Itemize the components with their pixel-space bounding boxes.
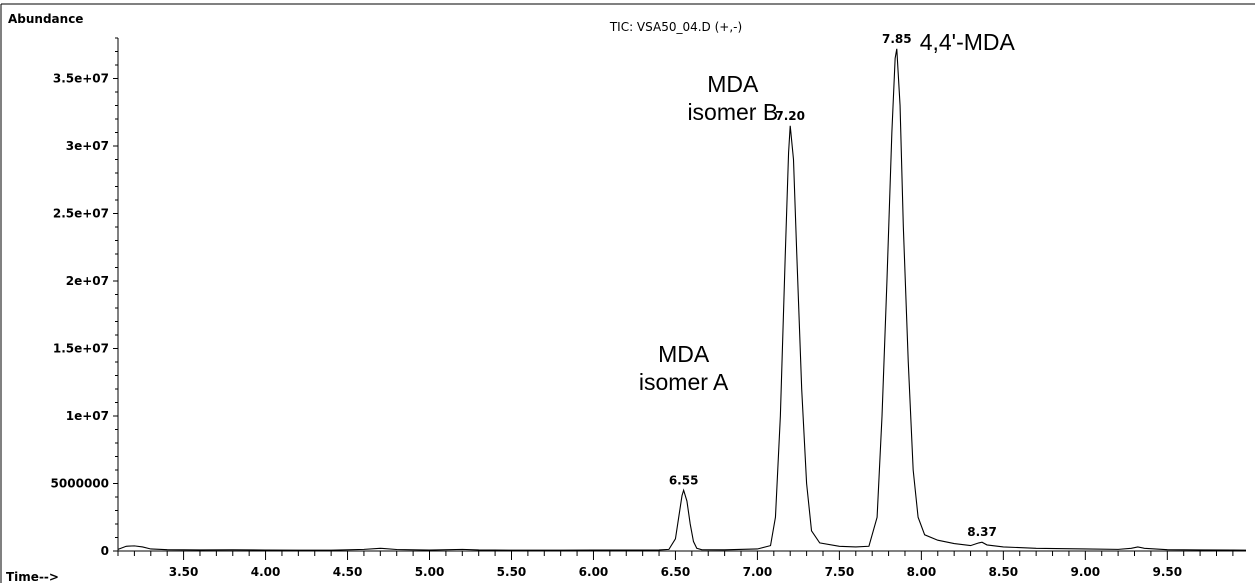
x-tick-label: 9.00 <box>1071 565 1101 579</box>
y-axis-label: Abundance <box>8 12 83 26</box>
y-tick-label: 3.5e+07 <box>53 72 109 86</box>
y-tick-label: 1e+07 <box>66 409 109 423</box>
x-tick-label: 4.00 <box>251 565 281 579</box>
peak-label: 8.37 <box>967 525 997 539</box>
x-tick-label: 6.00 <box>579 565 609 579</box>
peak-annotation: MDA <box>658 341 710 367</box>
peak-annotation: isomer B <box>687 99 778 125</box>
peak-annotation: isomer A <box>639 369 729 395</box>
y-tick-label: 1.5e+07 <box>53 342 109 356</box>
x-tick-label: 3.50 <box>169 565 199 579</box>
x-tick-label: 8.00 <box>907 565 937 579</box>
x-tick-label: 5.00 <box>415 565 445 579</box>
series-line-0 <box>117 48 1247 551</box>
peak-label: 7.20 <box>775 109 805 123</box>
y-tick-label: 5000000 <box>51 477 109 491</box>
peak-label: 6.55 <box>669 473 699 487</box>
axes-group: 0 5000000 1e+07 1.5e+07 2e+07 2.5e+07 3e+07 3.5… <box>51 37 1246 579</box>
x-tick-label: 7.00 <box>743 565 773 579</box>
peak-annotation: 4,4'-MDA <box>920 29 1016 55</box>
x-tick-label: 9.50 <box>1152 565 1182 579</box>
peak-annotation: MDA <box>707 71 759 97</box>
y-tick-label: 3e+07 <box>66 139 109 153</box>
y-tick-label: 2e+07 <box>66 274 109 288</box>
x-axis-label: Time--> <box>6 570 59 583</box>
y-tick-label: 2.5e+07 <box>53 207 109 221</box>
x-tick-label: 5.50 <box>497 565 527 579</box>
plot-area <box>117 48 1247 551</box>
x-tick-label: 7.50 <box>825 565 855 579</box>
peak-label: 7.85 <box>882 32 912 46</box>
y-tick-label: 0 <box>101 544 109 558</box>
chart-title: TIC: VSA50_04.D (+,-) <box>609 20 742 34</box>
x-tick-label: 8.50 <box>989 565 1019 579</box>
x-tick-label: 4.50 <box>333 565 363 579</box>
x-tick-label: 6.50 <box>661 565 691 579</box>
